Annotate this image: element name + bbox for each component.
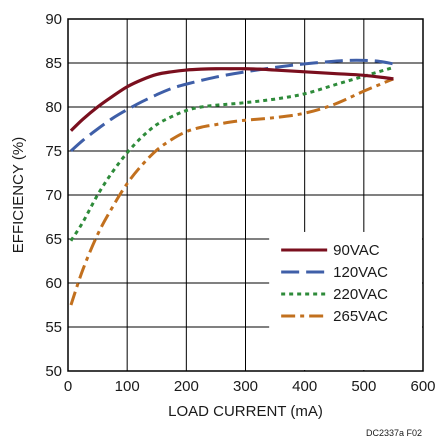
legend-background bbox=[269, 231, 422, 370]
y-tick-label: 60 bbox=[45, 275, 62, 292]
legend-label: 220VAC bbox=[333, 286, 388, 303]
series-line-220vac bbox=[69, 65, 394, 242]
legend-label: 265VAC bbox=[333, 308, 388, 325]
y-tick-label: 90 bbox=[45, 11, 62, 28]
y-tick-label: 50 bbox=[45, 363, 62, 380]
y-tick-label: 80 bbox=[45, 99, 62, 116]
x-tick-label: 300 bbox=[233, 378, 258, 395]
y-tick-label: 75 bbox=[45, 143, 62, 160]
series-lines bbox=[69, 58, 394, 306]
series-line-90vac bbox=[69, 67, 394, 132]
x-tick-label: 500 bbox=[351, 378, 376, 395]
y-tick-label: 70 bbox=[45, 187, 62, 204]
grid bbox=[68, 19, 423, 371]
legend-label: 90VAC bbox=[333, 242, 380, 259]
plot-frame bbox=[67, 18, 424, 372]
legend: 90VAC 120VAC 220VAC 265VAC bbox=[269, 231, 422, 370]
y-tick-label: 65 bbox=[45, 231, 62, 248]
figure-code: DC2337a F02 bbox=[366, 428, 422, 438]
y-axis-title: EFFICIENCY (%) bbox=[10, 137, 27, 253]
y-tick-label: 85 bbox=[45, 55, 62, 72]
x-tick-label: 400 bbox=[292, 378, 317, 395]
series-line-120vac bbox=[69, 58, 394, 153]
series-line-265vac bbox=[69, 77, 394, 306]
x-tick-label: 0 bbox=[64, 378, 72, 395]
tick-labels: 0 100 200 300 400 500 600 50 55 60 65 70 75 80 85 90 bbox=[45, 11, 435, 395]
x-axis-title: LOAD CURRENT (mA) bbox=[168, 403, 323, 420]
legend-label: 120VAC bbox=[333, 264, 388, 281]
x-tick-label: 600 bbox=[410, 378, 435, 395]
y-tick-label: 55 bbox=[45, 319, 62, 336]
x-tick-label: 100 bbox=[115, 378, 140, 395]
x-tick-label: 200 bbox=[174, 378, 199, 395]
